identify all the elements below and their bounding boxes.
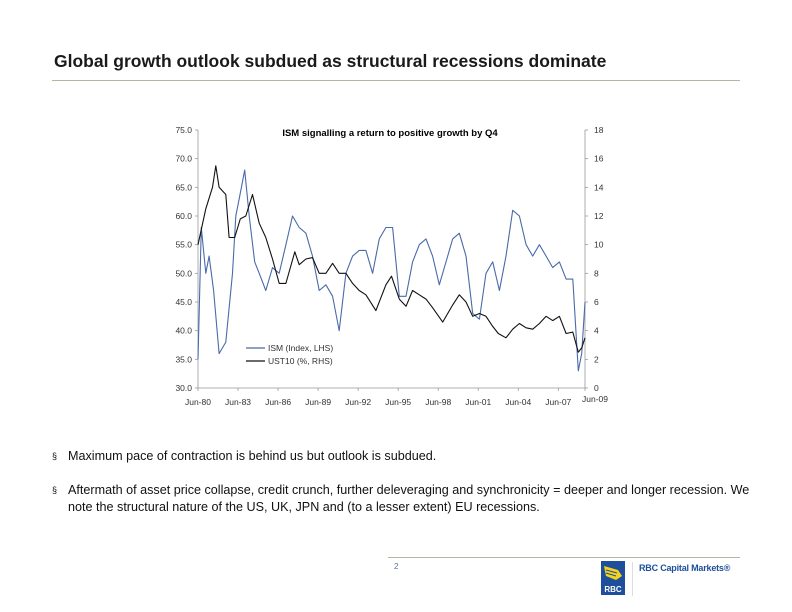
left-tick-label: 35.0 [175,354,192,364]
left-tick-label: 70.0 [175,154,192,164]
left-tick-label: 55.0 [175,240,192,250]
page-number: 2 [394,562,399,571]
legend-label: UST10 (%, RHS) [268,356,333,366]
right-tick-label: 6 [594,297,599,307]
x-tick-label: Jun-92 [345,397,371,407]
left-tick-label: 45.0 [175,297,192,307]
x-tick-label: Jun-80 [185,397,211,407]
x-tick-label: Jun-95 [385,397,411,407]
right-tick-label: 12 [594,211,604,221]
right-tick-label: 8 [594,268,599,278]
slide-title: Global growth outlook subdued as structu… [54,51,607,71]
right-tick-label: 10 [594,240,604,250]
x-tick-label: Jun-07 [545,397,571,407]
right-tick-label: 0 [594,383,599,393]
chart-title: ISM signalling a return to positive grow… [282,128,498,139]
bullet-text: Maximum pace of contraction is behind us… [68,449,437,463]
x-tick-label: Jun-98 [425,397,451,407]
bullet-marker: § [52,451,58,461]
left-tick-label: 30.0 [175,383,192,393]
series-line-ism [197,169,586,372]
left-tick-label: 40.0 [175,326,192,336]
x-tick-label: Jun-89 [305,397,331,407]
series-line-ust10 [197,165,586,353]
logo-divider [632,562,633,596]
left-tick-label: 75.0 [175,125,192,135]
right-tick-label: 14 [594,182,604,192]
x-tick-label: Jun-04 [505,397,531,407]
brand-name: RBC Capital Markets® [639,563,731,573]
footer-divider [388,557,740,558]
bullet-text: Aftermath of asset price collapse, credi… [68,483,750,514]
x-tick-label: Jun-09 [582,394,608,404]
right-tick-label: 4 [594,326,599,336]
x-tick-label: Jun-86 [265,397,291,407]
x-tick-label: Jun-01 [465,397,491,407]
title-divider [52,80,740,81]
bullet-marker: § [52,485,58,495]
chart: ISM signalling a return to positive grow… [175,125,608,407]
left-tick-label: 65.0 [175,182,192,192]
legend-label: ISM (Index, LHS) [268,343,333,353]
right-tick-label: 16 [594,154,604,164]
svg-text:RBC: RBC [604,585,622,594]
right-tick-label: 2 [594,354,599,364]
x-tick-label: Jun-83 [225,397,251,407]
rbc-logo: RBC [601,561,625,595]
right-tick-label: 18 [594,125,604,135]
left-tick-label: 50.0 [175,268,192,278]
left-tick-label: 60.0 [175,211,192,221]
